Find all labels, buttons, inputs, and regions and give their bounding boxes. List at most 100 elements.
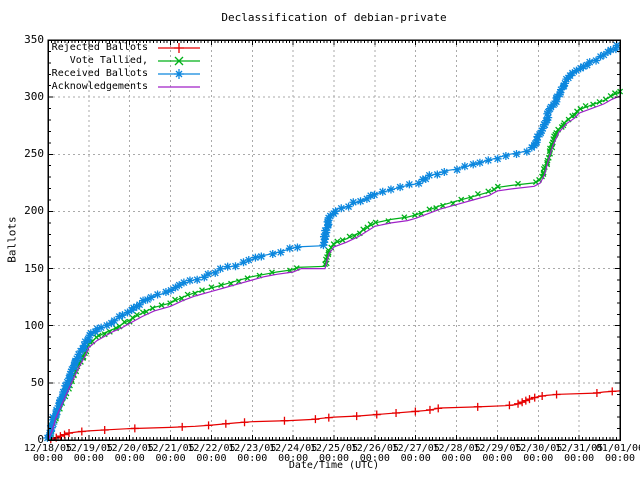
x-tick-label: 12/19/05 00:00 bbox=[64, 443, 113, 464]
legend-label-tallied: Vote Tallied, bbox=[69, 55, 148, 66]
star-marker-icon bbox=[561, 79, 570, 88]
plus-marker-icon bbox=[130, 424, 139, 433]
star-marker-icon bbox=[174, 68, 184, 79]
star-marker-icon bbox=[323, 223, 332, 232]
star-marker-icon bbox=[132, 302, 141, 311]
plus-marker-icon bbox=[60, 430, 69, 439]
star-marker-icon bbox=[322, 228, 331, 237]
star-marker-icon bbox=[386, 185, 395, 194]
star-marker-icon bbox=[544, 113, 553, 122]
star-marker-icon bbox=[396, 183, 405, 192]
star-marker-icon bbox=[97, 323, 106, 332]
x-tick-label: 12/31/05 00:00 bbox=[555, 443, 604, 464]
plus-marker-icon bbox=[608, 387, 617, 396]
cross-marker-icon bbox=[158, 302, 165, 309]
star-marker-icon bbox=[612, 41, 621, 50]
cross-marker-icon bbox=[334, 238, 341, 245]
cross-marker-icon bbox=[218, 282, 225, 289]
star-marker-icon bbox=[268, 249, 277, 258]
cross-marker-icon bbox=[494, 183, 501, 190]
star-marker-icon bbox=[538, 124, 547, 133]
cross-marker-icon bbox=[360, 226, 367, 233]
cross-marker-icon bbox=[121, 318, 128, 325]
y-tick-label: 300 bbox=[24, 90, 44, 104]
cross-marker-icon bbox=[485, 188, 492, 195]
cross-marker-icon bbox=[426, 206, 433, 213]
y-tick-label: 0 bbox=[37, 433, 44, 446]
star-marker-icon bbox=[344, 202, 353, 211]
plus-marker-icon bbox=[434, 404, 443, 413]
star-marker-icon bbox=[337, 204, 346, 213]
star-marker-icon bbox=[179, 278, 188, 287]
star-marker-icon bbox=[362, 194, 371, 203]
cross-marker-icon bbox=[174, 56, 184, 65]
star-marker-icon bbox=[48, 413, 57, 422]
star-marker-icon bbox=[433, 170, 442, 179]
star-marker-icon bbox=[58, 392, 67, 401]
plus-marker-icon bbox=[392, 409, 401, 417]
cross-marker-icon bbox=[372, 219, 379, 226]
cross-marker-icon bbox=[346, 233, 353, 240]
cross-marker-icon bbox=[126, 318, 133, 325]
legend-line-sample-tallied bbox=[158, 56, 200, 65]
star-marker-icon bbox=[60, 387, 69, 396]
star-marker-icon bbox=[166, 286, 175, 295]
star-marker-icon bbox=[216, 264, 225, 273]
plus-marker-icon bbox=[280, 416, 289, 425]
star-marker-icon bbox=[540, 120, 549, 129]
cross-marker-icon bbox=[532, 179, 539, 186]
legend-row-rejected: Rejected Ballots bbox=[50, 41, 202, 54]
y-tick-label: 250 bbox=[24, 147, 44, 161]
star-marker-icon bbox=[599, 50, 608, 59]
x-tick-label: 12/22/05 00:00 bbox=[187, 443, 236, 464]
y-tick-label: 100 bbox=[24, 318, 44, 332]
star-marker-icon bbox=[204, 270, 213, 279]
cross-marker-icon bbox=[106, 328, 113, 335]
star-marker-icon bbox=[320, 235, 329, 244]
legend-label-acknowledgements: Acknowledgements bbox=[51, 81, 148, 92]
star-marker-icon bbox=[61, 381, 70, 390]
plus-marker-icon bbox=[521, 396, 530, 405]
star-marker-icon bbox=[585, 58, 594, 67]
plus-marker-icon bbox=[425, 405, 434, 414]
plus-marker-icon bbox=[240, 418, 249, 427]
star-marker-icon bbox=[522, 147, 531, 156]
star-marker-icon bbox=[211, 268, 220, 277]
star-marker-icon bbox=[559, 81, 568, 90]
cross-marker-icon bbox=[172, 296, 178, 303]
star-marker-icon bbox=[576, 64, 585, 73]
plus-marker-icon bbox=[352, 412, 361, 421]
cross-marker-icon bbox=[167, 300, 174, 307]
plus-marker-icon bbox=[174, 42, 184, 53]
star-marker-icon bbox=[86, 329, 95, 338]
y-tick-label: 50 bbox=[30, 375, 44, 389]
x-tick-label: 12/24/05 00:00 bbox=[269, 443, 318, 464]
y-tick-label: 200 bbox=[24, 204, 44, 218]
cross-marker-icon bbox=[611, 90, 618, 97]
star-marker-icon bbox=[123, 308, 132, 317]
legend-line-sample-acknowledgements bbox=[158, 85, 200, 88]
x-tick-label: 12/21/05 00:00 bbox=[146, 443, 195, 464]
legend-label-rejected: Rejected Ballots bbox=[51, 42, 148, 53]
star-marker-icon bbox=[63, 378, 72, 387]
cross-marker-icon bbox=[577, 105, 584, 112]
x-tick-label: 12/25/05 00:00 bbox=[309, 443, 359, 464]
cross-marker-icon bbox=[208, 284, 215, 291]
plus-marker-icon bbox=[518, 398, 527, 407]
star-marker-icon bbox=[91, 327, 100, 336]
legend: Rejected Ballots Vote Tallied, Received … bbox=[50, 41, 202, 93]
star-marker-icon bbox=[405, 180, 414, 189]
plus-marker-icon bbox=[204, 421, 213, 430]
star-marker-icon bbox=[324, 220, 333, 229]
cross-marker-icon bbox=[515, 180, 521, 187]
star-marker-icon bbox=[143, 295, 152, 304]
plus-marker-icon bbox=[538, 392, 547, 401]
x-tick-label: 12/27/05 00:00 bbox=[391, 443, 440, 464]
cross-marker-icon bbox=[596, 98, 603, 105]
cross-marker-icon bbox=[412, 212, 418, 219]
cross-marker-icon bbox=[184, 291, 191, 298]
star-marker-icon bbox=[484, 156, 493, 165]
star-marker-icon bbox=[193, 275, 202, 284]
